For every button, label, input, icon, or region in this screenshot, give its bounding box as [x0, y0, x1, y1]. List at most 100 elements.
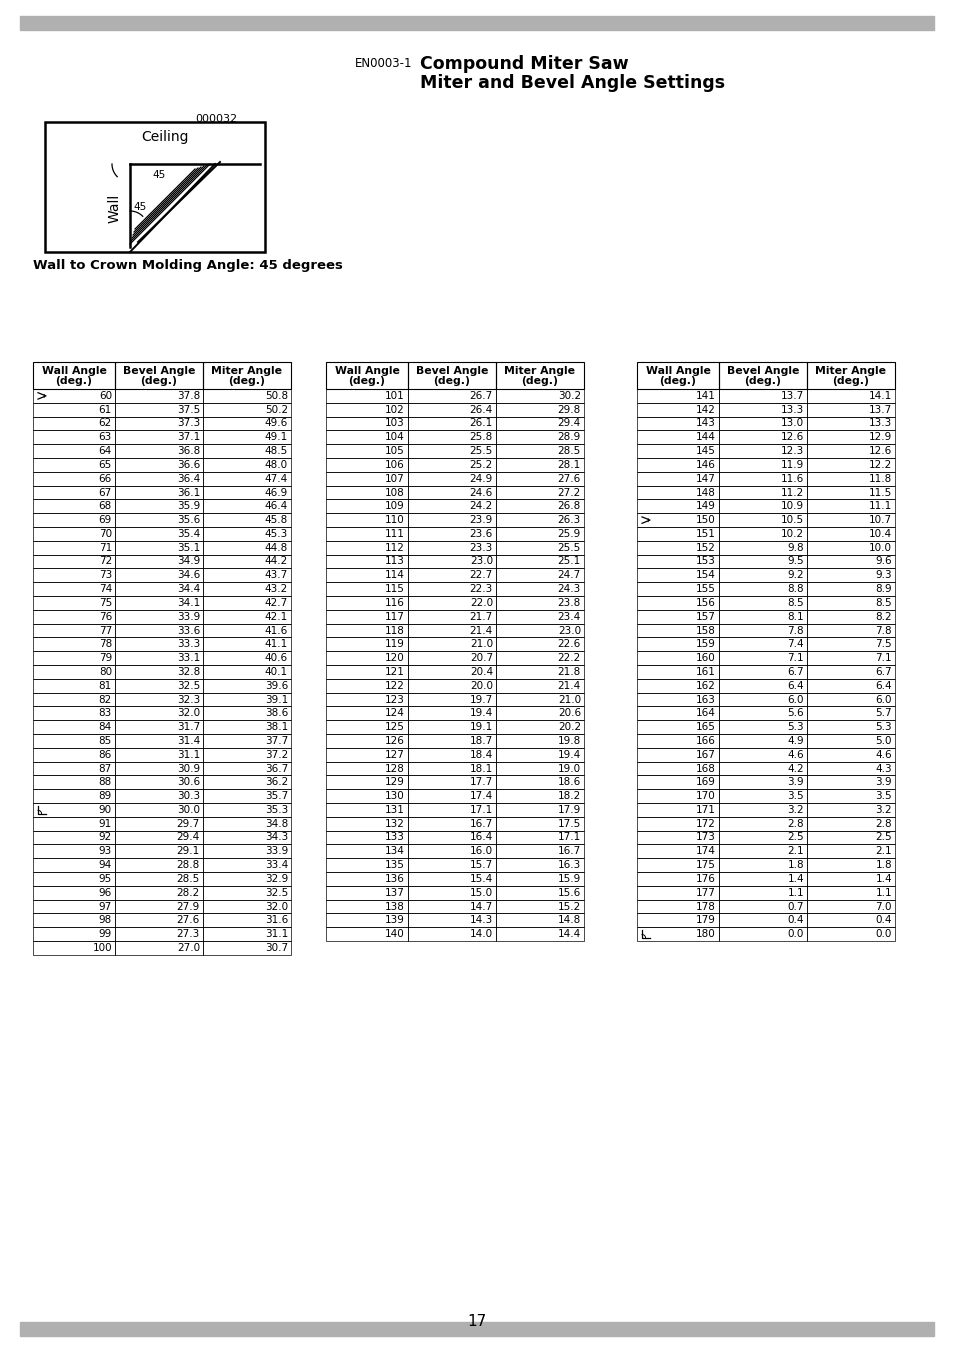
Text: 9.3: 9.3	[875, 571, 891, 580]
Bar	[719, 568, 806, 583]
Text: 137: 137	[385, 888, 405, 898]
Text: 32.3: 32.3	[176, 695, 200, 704]
Bar	[806, 721, 894, 734]
Bar	[33, 899, 115, 914]
Bar	[719, 706, 806, 721]
Text: 45: 45	[132, 201, 146, 212]
Bar	[719, 899, 806, 914]
Text: 122: 122	[385, 680, 405, 691]
Bar	[33, 790, 115, 803]
Text: 1.1: 1.1	[786, 888, 803, 898]
Bar	[496, 927, 583, 941]
Bar	[637, 859, 719, 872]
Bar	[408, 859, 496, 872]
Bar	[806, 734, 894, 748]
Text: EN0003-1: EN0003-1	[355, 57, 412, 70]
Bar	[20, 1322, 933, 1336]
Bar	[719, 583, 806, 596]
Bar	[719, 927, 806, 941]
Text: 104: 104	[385, 433, 405, 442]
Text: 36.8: 36.8	[176, 446, 200, 456]
Bar	[496, 610, 583, 623]
Bar	[408, 927, 496, 941]
Text: 18.1: 18.1	[469, 764, 493, 773]
Text: 24.6: 24.6	[469, 488, 493, 498]
Text: 10.7: 10.7	[868, 515, 891, 525]
Text: Ceiling: Ceiling	[141, 130, 189, 145]
Text: 87: 87	[99, 764, 112, 773]
Bar	[408, 692, 496, 706]
Bar	[637, 721, 719, 734]
Text: 20.0: 20.0	[470, 680, 493, 691]
Text: 000032: 000032	[194, 114, 237, 124]
Text: 115: 115	[385, 584, 405, 594]
Bar	[496, 692, 583, 706]
Bar	[408, 845, 496, 859]
Bar	[496, 389, 583, 403]
Bar	[496, 514, 583, 527]
Bar	[33, 845, 115, 859]
Bar	[203, 610, 291, 623]
Bar	[115, 389, 203, 403]
Bar	[203, 652, 291, 665]
Bar	[203, 803, 291, 817]
Text: 113: 113	[385, 557, 405, 566]
Text: 148: 148	[696, 488, 716, 498]
Text: (deg.): (deg.)	[55, 376, 92, 385]
Bar	[806, 845, 894, 859]
Bar	[496, 665, 583, 679]
Text: 127: 127	[385, 750, 405, 760]
Bar	[20, 16, 933, 30]
Text: 11.8: 11.8	[868, 473, 891, 484]
Text: 44.2: 44.2	[265, 557, 288, 566]
Bar	[408, 872, 496, 886]
Text: 11.6: 11.6	[780, 473, 803, 484]
Bar	[203, 499, 291, 514]
Bar	[496, 652, 583, 665]
Text: 174: 174	[696, 846, 716, 856]
Bar	[806, 914, 894, 927]
Text: 16.3: 16.3	[558, 860, 580, 871]
Bar	[115, 914, 203, 927]
Text: 163: 163	[696, 695, 716, 704]
Text: 159: 159	[696, 639, 716, 649]
Text: 17.4: 17.4	[469, 791, 493, 802]
Bar	[637, 472, 719, 485]
Text: 35.9: 35.9	[176, 502, 200, 511]
Bar	[408, 790, 496, 803]
Bar	[326, 554, 408, 568]
Text: 28.9: 28.9	[558, 433, 580, 442]
Text: 8.9: 8.9	[875, 584, 891, 594]
Bar	[326, 665, 408, 679]
Text: 30.0: 30.0	[177, 804, 200, 815]
Bar	[115, 845, 203, 859]
Text: 172: 172	[696, 819, 716, 829]
Text: 50.8: 50.8	[265, 391, 288, 402]
Bar	[637, 514, 719, 527]
Text: 16.0: 16.0	[470, 846, 493, 856]
Bar	[115, 748, 203, 761]
Text: 1.8: 1.8	[786, 860, 803, 871]
Bar	[637, 679, 719, 692]
Bar	[203, 430, 291, 445]
Bar	[719, 541, 806, 554]
Text: 105: 105	[385, 446, 405, 456]
Bar	[203, 554, 291, 568]
Text: 169: 169	[696, 777, 716, 787]
Bar	[719, 817, 806, 830]
Text: 108: 108	[385, 488, 405, 498]
Bar	[408, 637, 496, 652]
Text: 30.3: 30.3	[176, 791, 200, 802]
Text: 151: 151	[696, 529, 716, 539]
Bar	[326, 596, 408, 610]
Text: 109: 109	[385, 502, 405, 511]
Bar	[203, 830, 291, 845]
Bar	[326, 485, 408, 499]
Bar	[33, 721, 115, 734]
Bar	[806, 362, 894, 389]
Bar	[496, 914, 583, 927]
Text: 19.4: 19.4	[558, 750, 580, 760]
Bar	[408, 623, 496, 637]
Text: Miter and Bevel Angle Settings: Miter and Bevel Angle Settings	[419, 74, 724, 92]
Bar	[496, 583, 583, 596]
